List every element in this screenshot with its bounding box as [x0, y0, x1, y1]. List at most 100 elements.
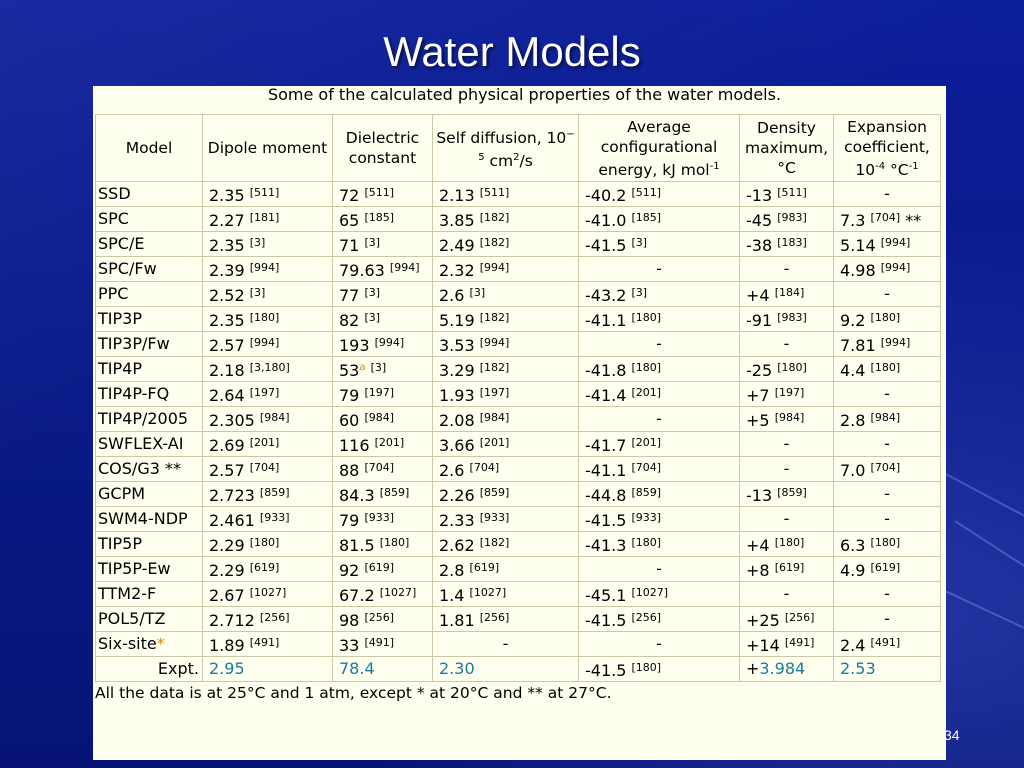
reference-tag: [994]: [249, 260, 280, 274]
reference-tag: [183]: [777, 235, 807, 249]
cell-expansion: 4.4 [180]: [833, 356, 941, 382]
density-value: -13: [746, 185, 773, 205]
diffusion-value: 1.4: [439, 585, 465, 605]
diffusion-value: 5.19: [439, 310, 475, 330]
energy-value: -41.1: [585, 310, 627, 330]
cell-energy: -43.2 [3]: [578, 281, 740, 307]
reference-tag: [983]: [777, 310, 807, 324]
expansion-suffix: **: [900, 210, 922, 230]
cell-diffusion: 2.6 [3]: [432, 281, 579, 307]
cell-expansion: -: [833, 381, 941, 407]
diffusion-value: 1.93: [439, 385, 475, 405]
cell-expansion: -: [833, 281, 941, 307]
cell-energy: -40.2 [511]: [578, 181, 740, 207]
dipole-value: 2.27: [209, 210, 245, 230]
diffusion-value: -: [502, 634, 509, 653]
expt-value: 2.53: [840, 659, 876, 678]
reference-tag: [180]: [777, 360, 807, 374]
reference-tag: [619]: [249, 560, 280, 574]
cell-model: TIP5P-Ew: [95, 556, 203, 582]
model-value: Six-site: [98, 634, 157, 653]
reference-tag: [3]: [631, 235, 648, 249]
cell-model: SWFLEX-AI: [95, 431, 203, 457]
expansion-value: 4.98: [840, 260, 876, 280]
expt-cell: -41.5 [180]: [578, 656, 740, 682]
table-row: TIP4P/2005 2.305 [984] 60 [984] 2.08 [984] -…: [95, 406, 941, 432]
model-value: PPC: [98, 284, 129, 303]
cell-diffusion: 5.19 [182]: [432, 306, 579, 332]
cell-energy: -44.8 [859]: [578, 481, 740, 507]
density-value: +5: [746, 410, 770, 430]
diffusion-value: 3.66: [439, 435, 475, 455]
reference-tag: [619]: [870, 560, 901, 574]
dipole-value: 2.712: [209, 610, 255, 630]
reference-tag: [1027]: [631, 585, 669, 599]
dipole-value: 2.57: [209, 460, 245, 480]
cell-model: SPC: [95, 206, 203, 232]
header-dielectric: Dielectric constant: [332, 114, 433, 182]
expt-cell: 2.95: [202, 656, 333, 682]
table-row: COS/G3 ** 2.57 [704] 88 [704] 2.6 [704] -41.…: [95, 456, 941, 482]
energy-value: -41.1: [585, 460, 627, 480]
dipole-value: 2.35: [209, 310, 245, 330]
reference-tag: [185]: [631, 210, 662, 224]
reference-tag: [197]: [479, 385, 510, 399]
reference-tag: [201]: [374, 435, 405, 449]
cell-dipole: 2.27 [181]: [202, 206, 333, 232]
cell-density: -45 [983]: [739, 206, 834, 232]
dipole-value: 2.35: [209, 235, 245, 255]
cell-dipole: 2.39 [994]: [202, 256, 333, 282]
reference-tag: [201]: [249, 435, 280, 449]
cell-dielectric: 193 [994]: [332, 331, 433, 357]
dielectric-value: 79.63: [339, 260, 385, 280]
cell-model: POL5/TZ: [95, 606, 203, 632]
cell-density: -13 [511]: [739, 181, 834, 207]
model-value: POL5/TZ: [98, 609, 166, 628]
expansion-value: -: [884, 609, 890, 628]
diffusion-value: 2.6: [439, 460, 465, 480]
reference-tag: [3]: [370, 360, 387, 374]
cell-expansion: 9.2 [180]: [833, 306, 941, 332]
header-energy: Average configurational energy, kJ mol-1: [578, 114, 740, 182]
header-expansion: Expansion coefficient, 10-4 °C-1: [833, 114, 941, 182]
cell-density: -: [739, 331, 834, 357]
decorative-line: [944, 590, 1024, 639]
energy-value: -41.4: [585, 385, 627, 405]
diffusion-value: 3.85: [439, 210, 475, 230]
dielectric-value: 81.5: [339, 535, 375, 555]
expt-value: 78.4: [339, 659, 375, 678]
reference-tag: [994]: [880, 335, 911, 349]
cell-model: SPC/E: [95, 231, 203, 257]
diffusion-value: 2.08: [439, 410, 475, 430]
energy-value: -45.1: [585, 585, 627, 605]
cell-dielectric: 72 [511]: [332, 181, 433, 207]
density-value: -25: [746, 360, 773, 380]
reference-tag: [184]: [774, 285, 805, 299]
cell-diffusion: 1.93 [197]: [432, 381, 579, 407]
reference-tag: [704]: [870, 210, 901, 224]
header-model: Model: [95, 114, 203, 182]
model-value: COS/G3 **: [98, 459, 181, 478]
table-row: TTM2-F 2.67 [1027] 67.2 [1027] 1.4 [1027] -4…: [95, 581, 941, 607]
model-value: SPC/E: [98, 234, 145, 253]
reference-tag: [994]: [880, 260, 911, 274]
expansion-value: -: [884, 434, 890, 453]
table-row: TIP4P 2.18 [3,180] 53a [3] 3.29 [182] -41.8 …: [95, 356, 941, 382]
density-value: -: [783, 509, 790, 528]
cell-model: SPC/Fw: [95, 256, 203, 282]
cell-dipole: 2.52 [3]: [202, 281, 333, 307]
cell-diffusion: 3.66 [201]: [432, 431, 579, 457]
cell-density: +7 [197]: [739, 381, 834, 407]
expt-value: -41.5: [585, 660, 627, 680]
cell-expansion: -: [833, 431, 941, 457]
cell-model: TIP3P/Fw: [95, 331, 203, 357]
reference-tag: [491]: [364, 635, 395, 649]
reference-tag: [984]: [870, 410, 901, 424]
reference-tag: [994]: [249, 335, 280, 349]
expansion-value: 9.2: [840, 310, 866, 330]
expansion-value: -: [884, 484, 890, 503]
cell-model: SWM4-NDP: [95, 506, 203, 532]
cell-energy: -41.5 [3]: [578, 231, 740, 257]
cell-diffusion: 2.13 [511]: [432, 181, 579, 207]
cell-energy: -41.0 [185]: [578, 206, 740, 232]
